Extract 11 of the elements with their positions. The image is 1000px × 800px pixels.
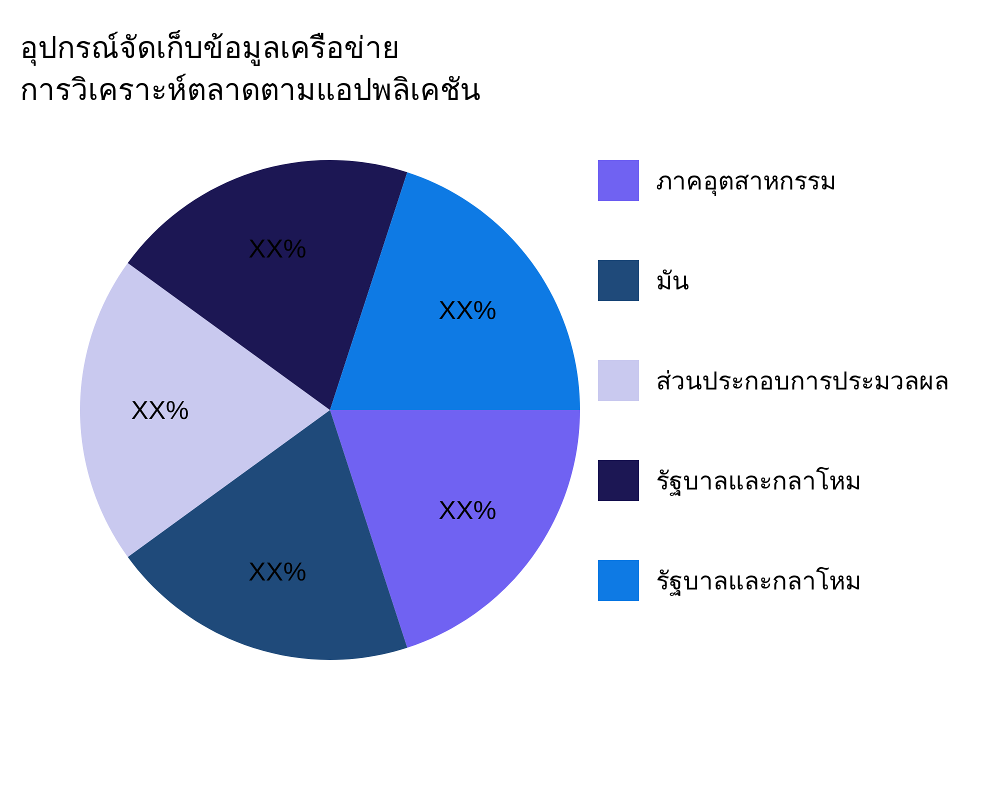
chart-title: อุปกรณ์จัดเก็บข้อมูลเครือข่าย การวิเคราะห์ตลาดตามแอปพลิเคชัน xyxy=(20,29,481,108)
data-label: XX% xyxy=(248,233,306,264)
legend-label: ภาคอุตสาหกรรม xyxy=(656,166,836,196)
legend-label: ส่วนประกอบการประมวลผล xyxy=(656,366,949,396)
data-label: XX% xyxy=(438,494,496,525)
legend-label: มัน xyxy=(656,266,689,296)
data-label: XX% xyxy=(438,295,496,326)
legend-label: รัฐบาลและกลาโหม xyxy=(656,466,861,496)
data-label: XX% xyxy=(131,395,189,425)
data-label: XX% xyxy=(248,556,306,587)
legend-label: รัฐบาลและกลาโหม xyxy=(656,566,861,596)
